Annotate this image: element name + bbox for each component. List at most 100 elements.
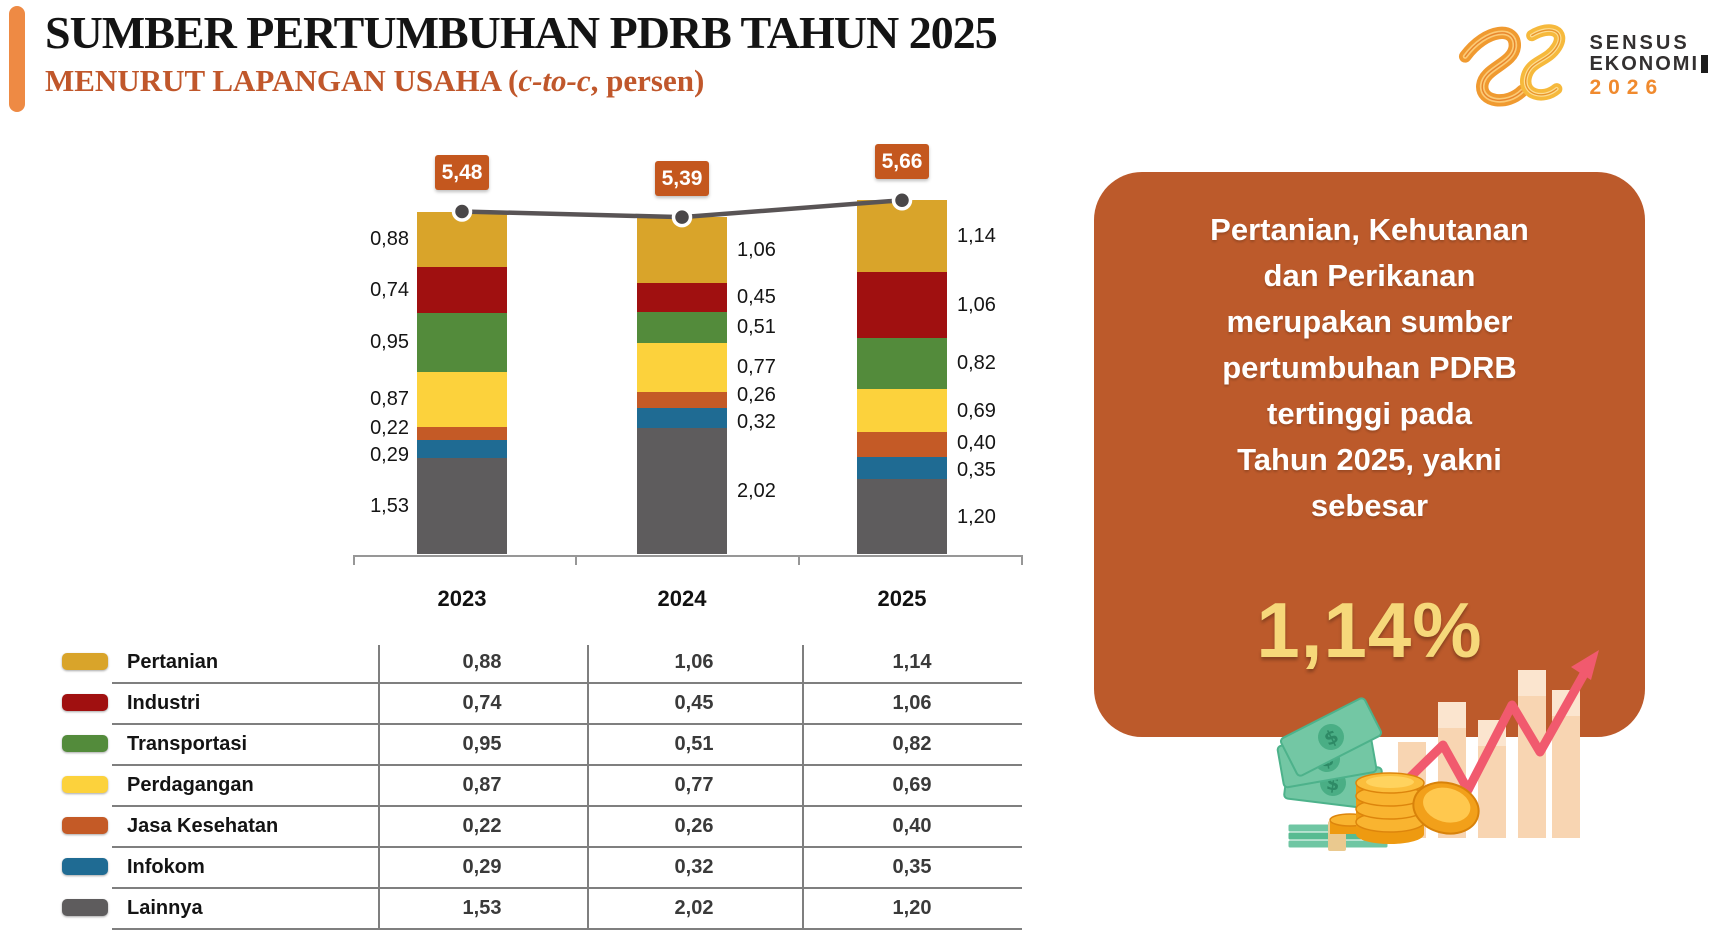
table-row-divider-3 bbox=[112, 805, 1022, 807]
subtitle-suffix: , persen) bbox=[590, 63, 705, 98]
axis-tick-3 bbox=[1021, 555, 1023, 565]
bar-segment-perdagangan-2023 bbox=[417, 372, 507, 427]
legend-swatch-infokom bbox=[62, 858, 108, 875]
segment-value-label-jasa-kesehatan-2024: 0,26 bbox=[737, 384, 776, 407]
panel-text: Pertanian, Kehutanan dan Perikanan merupak… bbox=[1094, 172, 1645, 529]
segment-value-label-transportasi-2024: 0,51 bbox=[737, 316, 776, 339]
subtitle-ctoc: c-to-c bbox=[518, 63, 591, 98]
bar-segment-lainnya-2025 bbox=[857, 479, 947, 554]
legend-swatch-perdagangan bbox=[62, 776, 108, 793]
segment-value-label-pertanian-2023: 0,88 bbox=[370, 228, 409, 250]
bar-segment-pertanian-2024 bbox=[637, 217, 727, 284]
bar-segment-jasa-kesehatan-2025 bbox=[857, 432, 947, 458]
segment-value-label-industri-2024: 0,45 bbox=[737, 286, 776, 309]
money-bills-icon: $ $ $ bbox=[1276, 697, 1389, 851]
table-row-divider-0 bbox=[112, 682, 1022, 684]
cell-perdagangan-2023: 0,87 bbox=[462, 773, 502, 796]
logo-text-ekonomi: EKONOMI bbox=[1589, 53, 1708, 75]
cell-industri-2023: 0,74 bbox=[462, 691, 502, 714]
cell-infokom-2023: 0,29 bbox=[462, 855, 502, 878]
line-marker-2025 bbox=[891, 190, 913, 211]
cell-infokom-2024: 0,32 bbox=[674, 855, 714, 878]
bar-segment-lainnya-2024 bbox=[637, 427, 727, 554]
cell-lainnya-2025: 1,20 bbox=[892, 896, 932, 919]
cell-infokom-2025: 0,35 bbox=[892, 855, 932, 878]
finance-illustration: $ $ $ bbox=[1276, 650, 1599, 851]
x-axis bbox=[353, 555, 1021, 557]
panel-text-line-3: pertumbuhan PDRB bbox=[1222, 350, 1517, 385]
table-column-divider-1 bbox=[587, 645, 589, 929]
cell-transportasi-2023: 0,95 bbox=[462, 732, 502, 755]
segment-value-label-perdagangan-2023: 0,87 bbox=[370, 388, 409, 411]
bar-segment-jasa-kesehatan-2024 bbox=[637, 391, 727, 408]
panel-text-line-4: tertinggi pada bbox=[1267, 396, 1472, 431]
row-label-industri: Industri bbox=[127, 691, 201, 714]
panel-text-line-6: sebesar bbox=[1310, 488, 1429, 523]
row-label-jasa-kesehatan: Jasa Kesehatan bbox=[127, 814, 279, 837]
axis-tick-2 bbox=[798, 555, 800, 565]
bar-segment-infokom-2024 bbox=[637, 407, 727, 428]
highlight-percentage: 1,14% bbox=[1256, 586, 1483, 674]
row-label-infokom: Infokom bbox=[127, 855, 205, 878]
segment-value-label-pertanian-2024: 1,06 bbox=[737, 239, 776, 262]
segment-value-label-perdagangan-2025: 0,69 bbox=[957, 399, 996, 422]
year-label-2023: 2023 bbox=[437, 586, 487, 611]
bar-segment-industri-2025 bbox=[857, 271, 947, 338]
sensus-ekonomi-logo: SENSUS EKONOMI 2026 bbox=[1448, 16, 1708, 116]
legend-swatch-pertanian bbox=[62, 653, 108, 670]
table-row-divider-6 bbox=[112, 928, 1022, 930]
cell-jasa-kesehatan-2025: 0,40 bbox=[892, 814, 932, 837]
segment-value-label-pertanian-2025: 1,14 bbox=[957, 224, 996, 247]
logo-year: 2026 bbox=[1589, 75, 1665, 99]
segment-value-label-transportasi-2023: 0,95 bbox=[370, 331, 409, 354]
total-callout-2023: 5,48 bbox=[435, 155, 489, 190]
bar-segment-infokom-2023 bbox=[417, 440, 507, 459]
row-label-transportasi: Transportasi bbox=[127, 732, 248, 755]
bar-segment-perdagangan-2025 bbox=[857, 389, 947, 433]
total-callout-2025: 5,66 bbox=[875, 143, 929, 179]
cell-jasa-kesehatan-2024: 0,26 bbox=[674, 814, 714, 837]
cell-jasa-kesehatan-2023: 0,22 bbox=[462, 814, 502, 837]
segment-value-label-industri-2023: 0,74 bbox=[370, 278, 409, 301]
row-label-pertanian: Pertanian bbox=[127, 650, 219, 673]
ribbon-icon bbox=[1458, 24, 1566, 107]
page-subtitle: MENURUT LAPANGAN USAHA (c-to-c, persen) bbox=[45, 63, 704, 99]
segment-value-label-industri-2025: 1,06 bbox=[957, 293, 996, 316]
axis-tick-0 bbox=[353, 555, 355, 565]
cell-pertanian-2023: 0,88 bbox=[462, 650, 502, 673]
segment-value-label-infokom-2025: 0,35 bbox=[957, 458, 996, 481]
cell-pertanian-2025: 1,14 bbox=[892, 650, 932, 673]
coin-stack-icon bbox=[1329, 772, 1480, 844]
bar-segment-jasa-kesehatan-2023 bbox=[417, 426, 507, 441]
bar-segment-industri-2023 bbox=[417, 266, 507, 313]
bar-segment-infokom-2025 bbox=[857, 457, 947, 479]
panel-text-line-0: Pertanian, Kehutanan bbox=[1210, 212, 1529, 247]
cell-transportasi-2025: 0,82 bbox=[892, 732, 932, 755]
cell-transportasi-2024: 0,51 bbox=[674, 732, 714, 755]
cell-perdagangan-2024: 0,77 bbox=[674, 773, 714, 796]
table-column-divider-2 bbox=[802, 645, 804, 929]
bar-segment-transportasi-2024 bbox=[637, 311, 727, 344]
cell-industri-2025: 1,06 bbox=[892, 691, 932, 714]
bar-segment-transportasi-2025 bbox=[857, 337, 947, 389]
axis-tick-1 bbox=[575, 555, 577, 565]
year-label-2024: 2024 bbox=[657, 586, 707, 611]
legend-swatch-lainnya bbox=[62, 899, 108, 916]
row-label-lainnya: Lainnya bbox=[127, 896, 203, 919]
segment-value-label-infokom-2023: 0,29 bbox=[370, 443, 409, 466]
accent-bar bbox=[9, 6, 25, 112]
cell-perdagangan-2025: 0,69 bbox=[892, 773, 932, 796]
bar-segment-transportasi-2023 bbox=[417, 312, 507, 373]
page-title: SUMBER PERTUMBUHAN PDRB TAHUN 2025 bbox=[45, 7, 998, 58]
table-row-divider-4 bbox=[112, 846, 1022, 848]
logo-block bbox=[1701, 55, 1708, 74]
panel-text-line-5: Tahun 2025, yakni bbox=[1237, 442, 1502, 477]
line-marker-2024 bbox=[671, 206, 693, 228]
segment-value-label-lainnya-2023: 1,53 bbox=[370, 495, 409, 518]
bar-segment-lainnya-2023 bbox=[417, 458, 507, 554]
logo-text-sensus: SENSUS bbox=[1589, 31, 1690, 54]
bar-segment-perdagangan-2024 bbox=[637, 343, 727, 392]
